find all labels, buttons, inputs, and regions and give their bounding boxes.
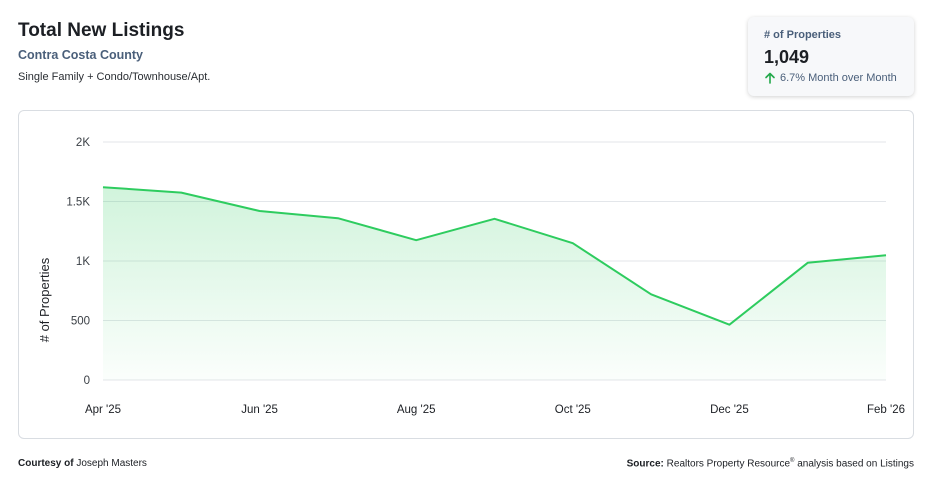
line-chart: 0 500 1K 1.5K 2K Apr '25 Jun '25 Aug '25 Oct '2… (37, 137, 905, 416)
registered-mark: ® (790, 458, 795, 464)
x-tick-label: Oct '25 (555, 404, 591, 416)
kpi-change-text: 6.7% Month over Month (780, 72, 897, 84)
property-types: Single Family + Condo/Townhouse/Apt. (18, 71, 211, 83)
kpi-change: 6.7% Month over Month (764, 72, 897, 84)
source-label: Source: (626, 458, 664, 470)
x-tick-label: Feb '26 (867, 404, 905, 416)
y-tick-label: 1K (76, 256, 90, 268)
source-footer: Source: Realtors Property Resource® anal… (627, 458, 914, 469)
area-fill (103, 187, 886, 380)
kpi-value: 1,049 (764, 47, 810, 67)
courtesy-name: Joseph Masters (76, 458, 147, 469)
y-tick-label: 2K (76, 137, 90, 149)
courtesy-label: Courtesy of (18, 458, 74, 469)
arrow-up-icon (765, 72, 775, 84)
y-axis-label: # of Properties (37, 257, 52, 342)
y-tick-label: 1.5K (66, 197, 90, 209)
x-tick-label: Dec '25 (710, 404, 749, 416)
chart-card: 0 500 1K 1.5K 2K Apr '25 Jun '25 Aug '25 Oct '2… (18, 110, 914, 439)
y-tick-label: 500 (71, 316, 90, 328)
county-subtitle: Contra Costa County (18, 48, 143, 62)
kpi-card: # of Properties 1,049 6.7% Month over Mo… (748, 17, 914, 96)
source-text-a: Realtors Property Resource (666, 458, 791, 470)
y-tick-label: 0 (84, 375, 90, 387)
page-title: Total New Listings (18, 20, 185, 41)
x-tick-label: Jun '25 (241, 404, 278, 416)
x-tick-label: Apr '25 (85, 404, 121, 416)
kpi-label: # of Properties (764, 29, 842, 41)
x-tick-label: Aug '25 (397, 404, 436, 416)
source-text-b: analysis based on Listings (794, 458, 914, 470)
courtesy-footer: Courtesy of Joseph Masters (18, 458, 147, 469)
